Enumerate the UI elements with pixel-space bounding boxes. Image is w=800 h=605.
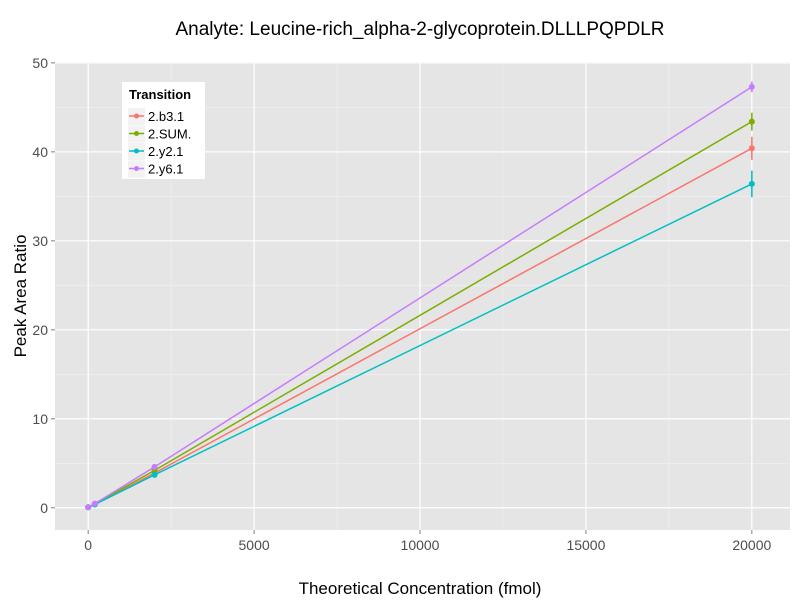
x-tick-label: 20000 bbox=[732, 537, 771, 553]
y-tick-label: 40 bbox=[32, 144, 48, 160]
y-tick-label: 20 bbox=[32, 322, 48, 338]
x-tick-label: 5000 bbox=[239, 537, 270, 553]
legend-label: 2.b3.1 bbox=[148, 109, 184, 124]
y-tick-label: 50 bbox=[32, 55, 48, 71]
x-tick-label: 15000 bbox=[566, 537, 605, 553]
y-tick-label: 30 bbox=[32, 233, 48, 249]
data-point bbox=[151, 463, 158, 470]
data-point bbox=[151, 471, 158, 478]
x-axis-label: Theoretical Concentration (fmol) bbox=[299, 579, 542, 598]
x-tick-label: 10000 bbox=[401, 537, 440, 553]
x-tick-label: 0 bbox=[84, 537, 92, 553]
legend-label: 2.y6.1 bbox=[148, 162, 183, 177]
series-line-2.y6.1 bbox=[87, 86, 753, 508]
chart-title: Analyte: Leucine-rich_alpha-2-glycoprote… bbox=[176, 19, 665, 40]
y-tick-label: 10 bbox=[32, 411, 48, 427]
legend-point bbox=[134, 166, 139, 171]
y-axis-label: Peak Area Ratio bbox=[11, 235, 30, 358]
data-point bbox=[748, 83, 755, 90]
data-point bbox=[85, 504, 92, 511]
data-point bbox=[748, 180, 755, 187]
legend-label: 2.SUM. bbox=[148, 127, 191, 142]
legend-title: Transition bbox=[129, 87, 191, 102]
legend-label: 2.y2.1 bbox=[148, 144, 183, 159]
y-tick-label: 0 bbox=[40, 500, 48, 516]
legend-point bbox=[134, 131, 139, 136]
legend-point bbox=[134, 113, 139, 119]
legend-point bbox=[134, 148, 139, 154]
data-point bbox=[91, 500, 98, 507]
data-point bbox=[748, 118, 755, 125]
data-point bbox=[748, 145, 755, 152]
